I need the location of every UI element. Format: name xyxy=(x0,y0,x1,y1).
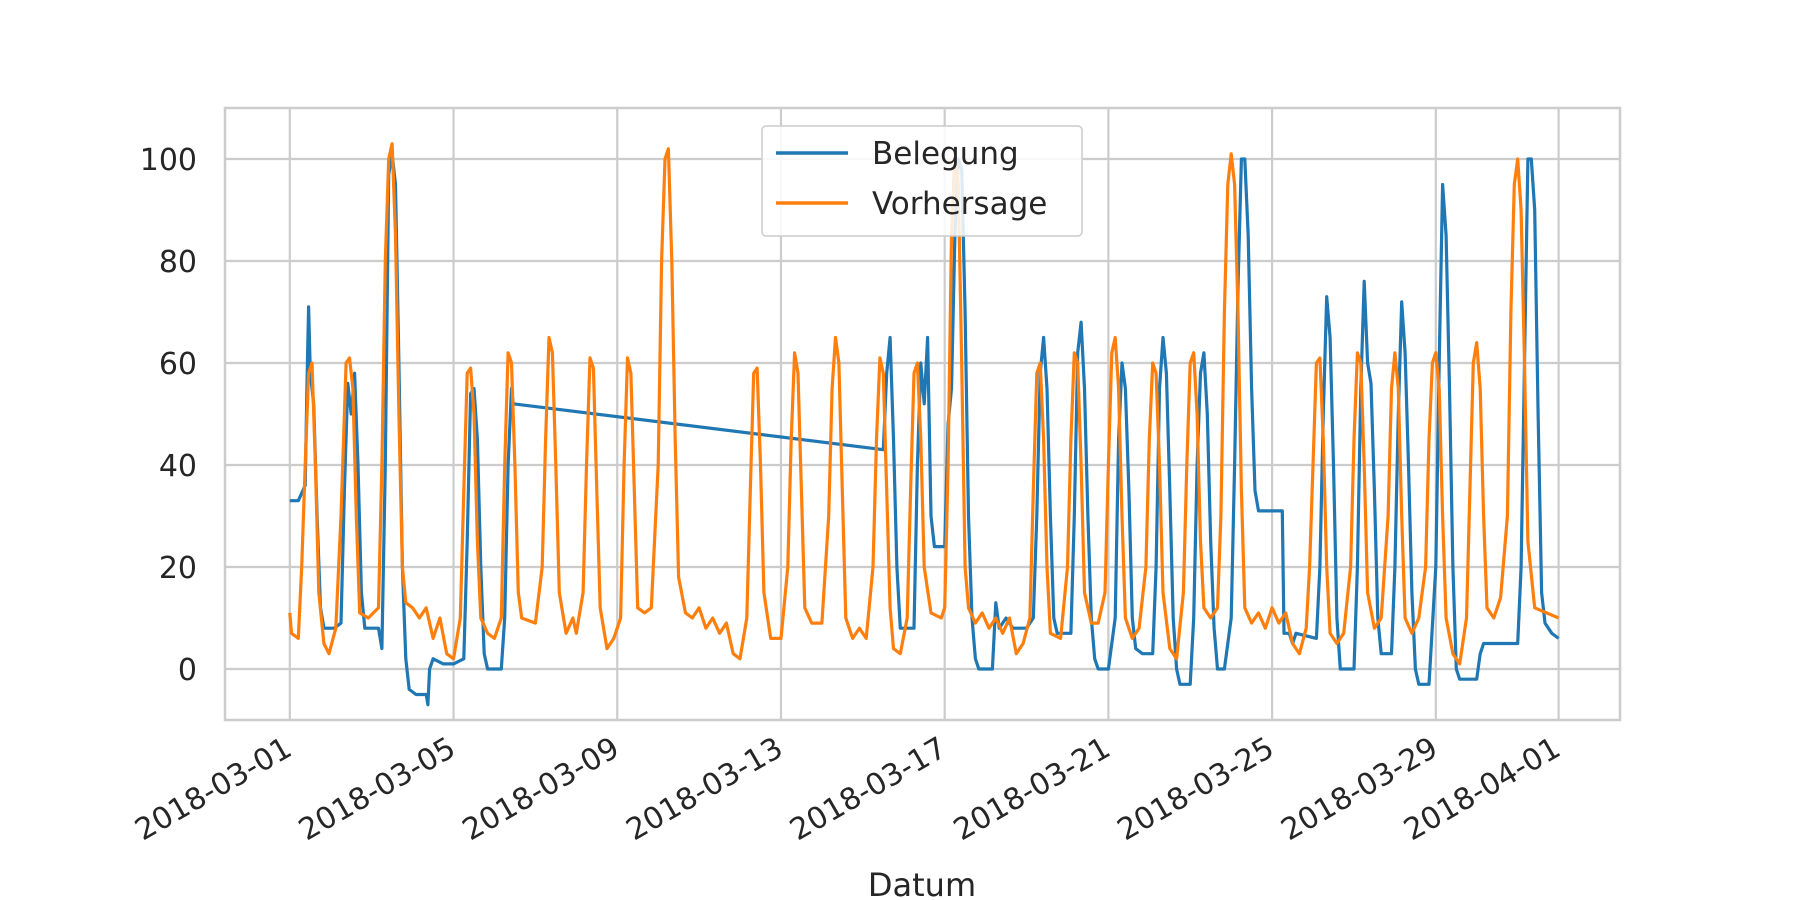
plot-series xyxy=(288,142,1560,707)
y-tick-label: 20 xyxy=(159,551,197,586)
legend-label-belegung: Belegung xyxy=(872,136,1019,172)
legend: Belegung Vorhersage xyxy=(761,125,1083,237)
x-axis-label: Datum xyxy=(868,866,976,900)
y-tick-labels: 0 20 40 60 80 100 xyxy=(140,143,197,688)
series-line-vorhersage xyxy=(288,142,1560,666)
axes-frame xyxy=(223,106,1622,722)
legend-label-vorhersage: Vorhersage xyxy=(872,186,1047,222)
y-tick-label: 0 xyxy=(178,653,197,688)
y-tick-label: 80 xyxy=(159,245,197,280)
y-tick-label: 60 xyxy=(159,347,197,382)
y-tick-label: 100 xyxy=(140,143,197,178)
y-tick-label: 40 xyxy=(159,449,197,484)
